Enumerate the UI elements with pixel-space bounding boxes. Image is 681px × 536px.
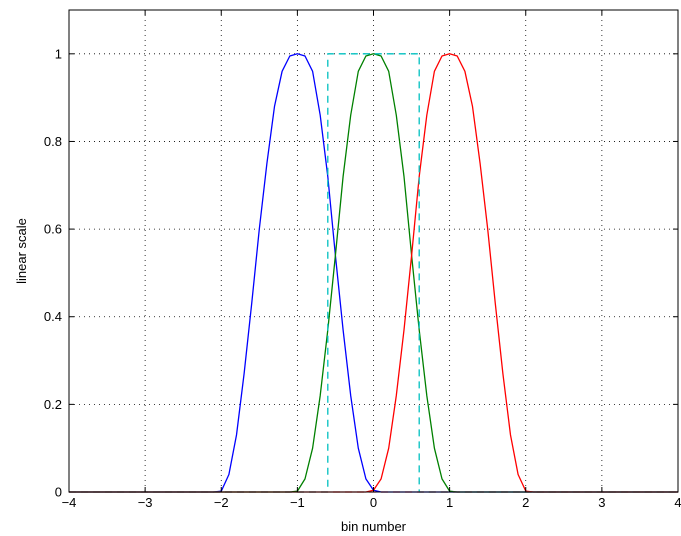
grid	[69, 10, 678, 492]
x-tick-label: −4	[62, 495, 77, 510]
series-line-1	[69, 53, 678, 493]
x-tick-label: 1	[446, 495, 453, 510]
y-tick-label: 0.2	[44, 397, 62, 412]
y-axis-label: linear scale	[14, 218, 29, 284]
ticks: −4 −3 −2 −1 0 1 2 3 4 0 0.2 0.4 0.6 0.8 1	[44, 10, 681, 510]
x-tick-label: −1	[290, 495, 305, 510]
y-tick-label: 0.6	[44, 222, 62, 237]
y-tick-label: 0.4	[44, 309, 62, 324]
x-axis-label: bin number	[341, 519, 407, 534]
y-tick-label: 1	[55, 46, 62, 61]
series-line-4	[69, 53, 678, 493]
y-tick-label: 0.8	[44, 134, 62, 149]
series-line-2	[69, 53, 678, 493]
x-tick-label: 4	[674, 495, 681, 510]
y-tick-label: 0	[55, 485, 62, 500]
series-line-3	[69, 53, 678, 493]
x-tick-label: 3	[598, 495, 605, 510]
x-tick-label: −2	[214, 495, 229, 510]
x-tick-label: 2	[522, 495, 529, 510]
series-layer	[69, 53, 678, 493]
x-tick-label: 0	[370, 495, 377, 510]
x-tick-label: −3	[138, 495, 153, 510]
